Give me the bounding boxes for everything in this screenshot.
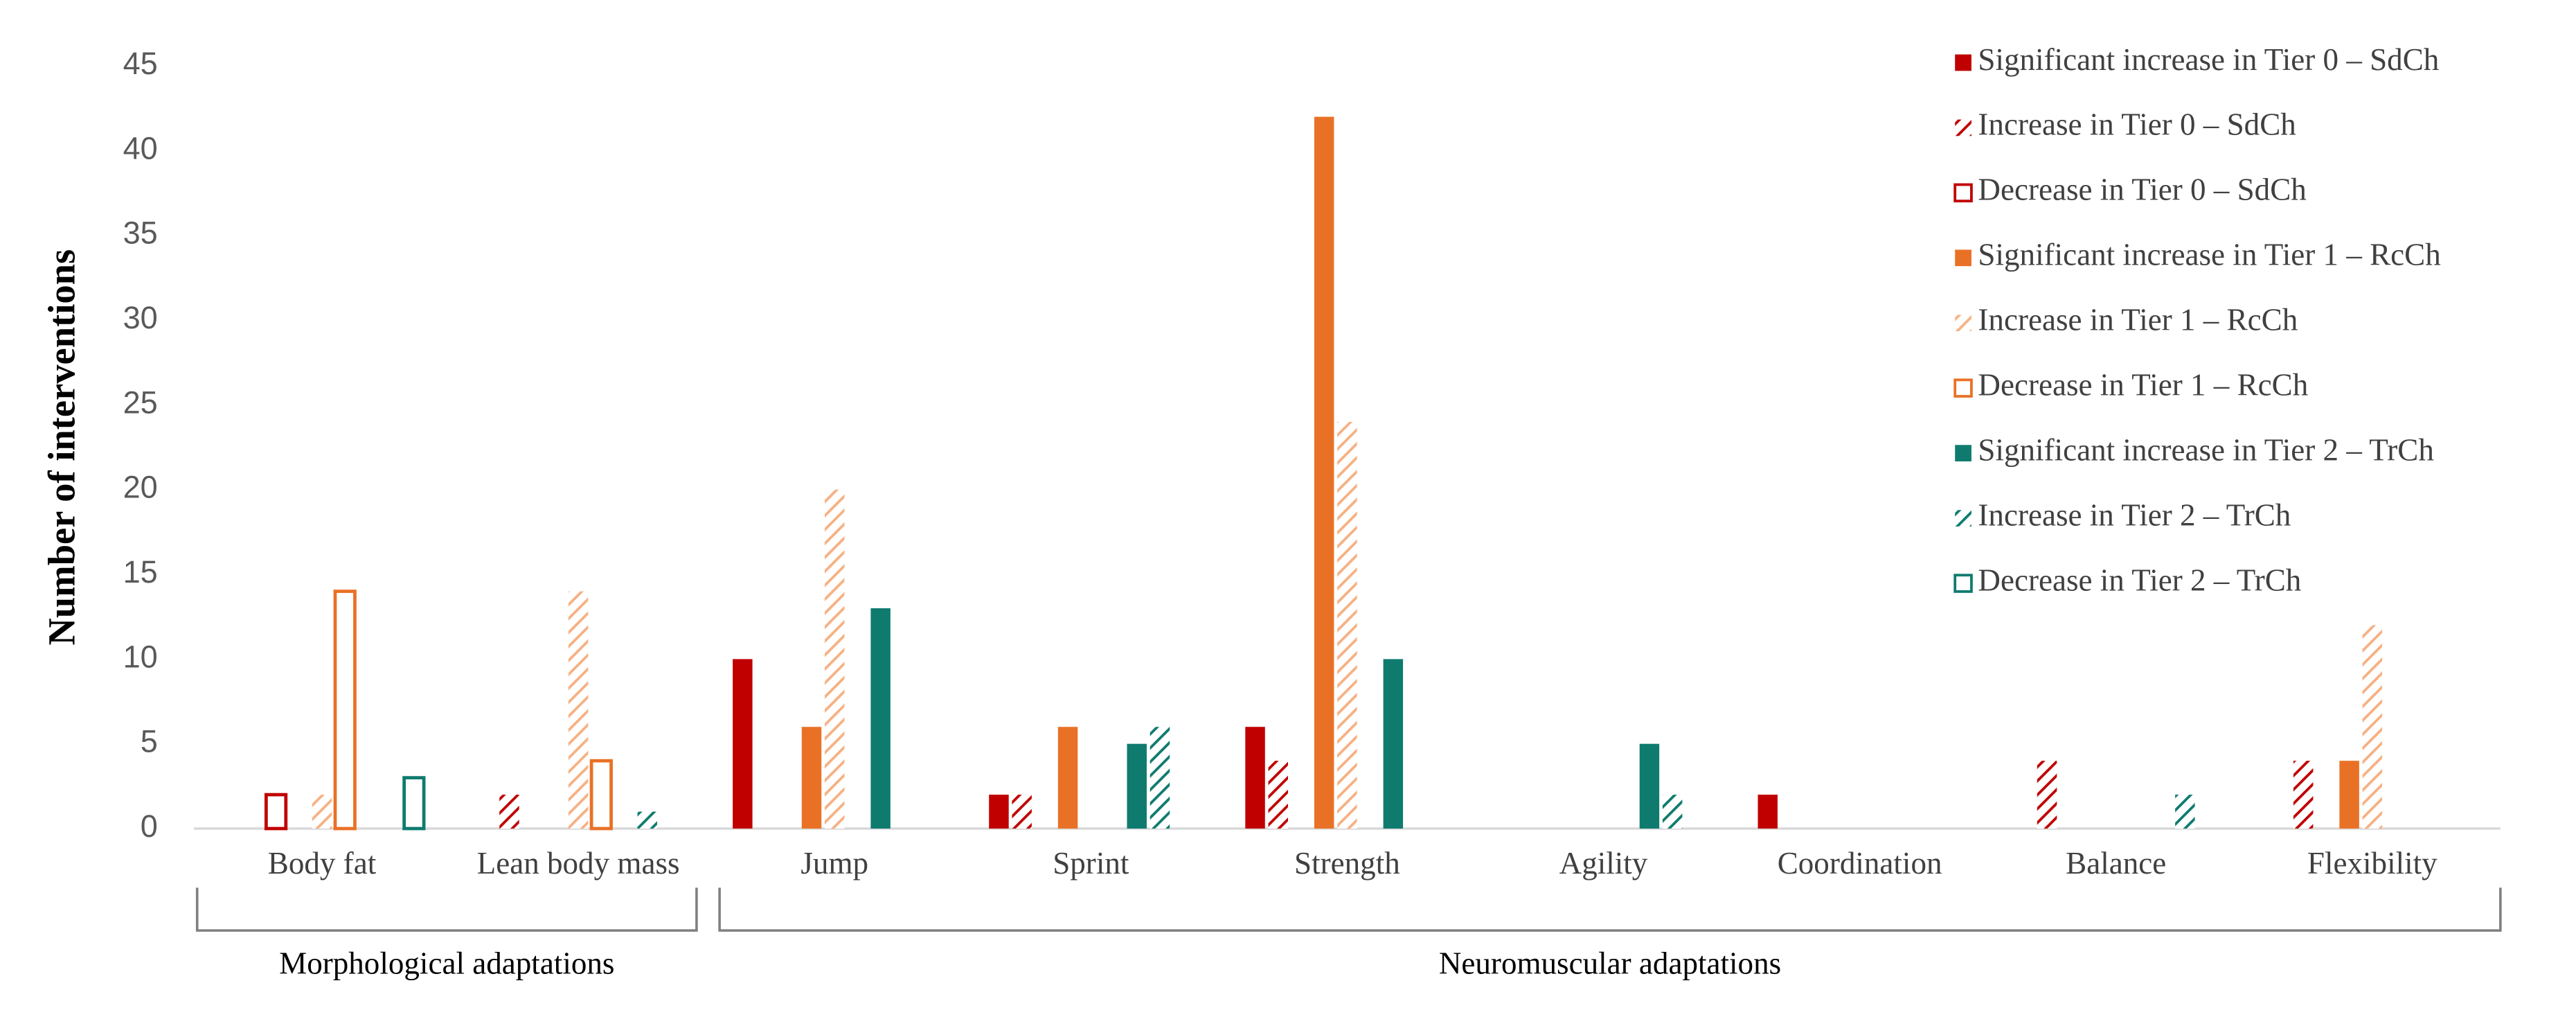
bar xyxy=(733,659,753,829)
bar xyxy=(1268,761,1288,829)
y-tick-label: 0 xyxy=(141,808,158,844)
legend-label: Increase in Tier 2 – TrCh xyxy=(1978,497,2291,532)
legend-swatch xyxy=(1953,378,1973,398)
x-tick-label: Agility xyxy=(1559,846,1648,881)
y-tick-label: 25 xyxy=(123,384,158,420)
bar xyxy=(824,489,845,829)
bar xyxy=(1012,795,1032,829)
legend-label: Significant increase in Tier 0 – SdCh xyxy=(1978,42,2439,77)
group-label: Morphological adaptations xyxy=(279,946,614,981)
bar xyxy=(2362,625,2383,829)
y-tick-label: 15 xyxy=(123,554,158,590)
legend-label: Significant increase in Tier 2 – TrCh xyxy=(1978,432,2433,467)
bar xyxy=(1662,795,1683,829)
bar xyxy=(1314,116,1334,829)
group-bracket xyxy=(718,887,2502,932)
bar xyxy=(1127,743,1147,829)
bar xyxy=(2037,761,2057,829)
bar xyxy=(499,795,519,829)
bar xyxy=(870,608,891,829)
x-tick-label: Balance xyxy=(2066,846,2166,881)
bar xyxy=(2339,761,2359,829)
y-tick-label: 5 xyxy=(141,724,158,759)
legend-label: Increase in Tier 1 – RcCh xyxy=(1978,303,2298,337)
bar xyxy=(801,727,822,829)
bar xyxy=(2293,761,2314,829)
legend-swatch xyxy=(1955,119,1971,136)
bar xyxy=(989,795,1009,829)
y-tick-label: 35 xyxy=(123,215,158,251)
bar xyxy=(402,776,426,831)
legend-label: Increase in Tier 0 – SdCh xyxy=(1978,107,2296,142)
legend-label: Decrease in Tier 1 – RcCh xyxy=(1978,368,2308,403)
bar xyxy=(1757,795,1778,829)
bar xyxy=(264,793,288,831)
bar xyxy=(312,795,332,829)
bar xyxy=(333,590,357,831)
bar xyxy=(637,811,657,829)
bar xyxy=(1383,659,1404,829)
bar xyxy=(1639,743,1660,829)
y-axis-label: Number of interventions xyxy=(40,249,82,646)
bar xyxy=(1057,727,1078,829)
legend-swatch xyxy=(1955,510,1971,527)
x-tick-label: Strength xyxy=(1294,846,1400,881)
x-tick-label: Body fat xyxy=(268,846,377,881)
y-tick-label: 10 xyxy=(123,639,158,674)
bar xyxy=(1245,727,1265,829)
group-bracket xyxy=(195,887,698,932)
legend-label: Significant increase in Tier 1 – RcCh xyxy=(1978,238,2440,272)
bar xyxy=(589,759,613,831)
legend-swatch xyxy=(1955,249,1971,267)
bar xyxy=(2175,795,2195,829)
legend-swatch xyxy=(1955,315,1971,332)
legend-swatch xyxy=(1953,183,1973,203)
legend-label: Decrease in Tier 2 – TrCh xyxy=(1978,563,2301,597)
bar xyxy=(1150,727,1170,829)
group-label: Neuromuscular adaptations xyxy=(1439,946,1781,981)
x-tick-label: Flexibility xyxy=(2307,846,2438,881)
y-tick-label: 40 xyxy=(123,130,158,166)
y-tick-label: 45 xyxy=(123,46,158,81)
x-tick-label: Lean body mass xyxy=(477,846,680,881)
x-tick-label: Jump xyxy=(800,846,868,881)
y-tick-label: 30 xyxy=(123,300,158,335)
legend-swatch xyxy=(1955,54,1971,71)
y-tick-label: 20 xyxy=(123,470,158,505)
bar xyxy=(568,591,589,829)
bar xyxy=(1337,421,1357,829)
x-tick-label: Sprint xyxy=(1053,846,1129,881)
legend-swatch xyxy=(1955,445,1971,462)
legend-label: Decrease in Tier 0 – SdCh xyxy=(1978,173,2306,207)
x-tick-label: Coordination xyxy=(1778,846,1942,881)
legend-swatch xyxy=(1953,574,1973,593)
